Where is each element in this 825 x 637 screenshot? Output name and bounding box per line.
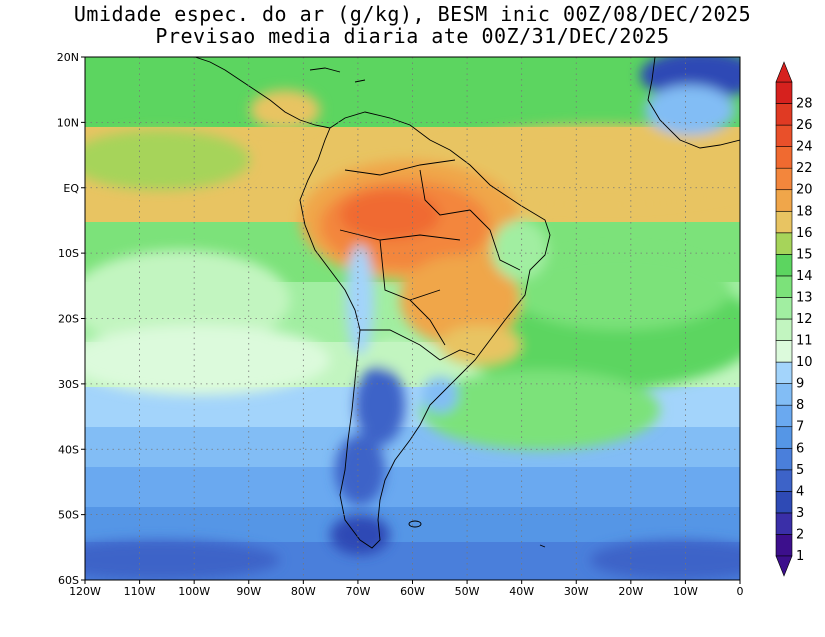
colorbar-swatch — [775, 210, 793, 234]
lat-tick-label: 50S — [58, 509, 79, 522]
colorbar-swatch — [775, 426, 793, 449]
colorbar-label: 10 — [796, 355, 813, 370]
colorbar-label: 15 — [796, 247, 813, 262]
colorbar-swatch — [775, 404, 793, 428]
colorbar-label: 18 — [796, 204, 813, 219]
colorbar-label: 4 — [796, 484, 804, 499]
colorbar-swatch — [775, 232, 793, 255]
colorbar-swatch — [775, 103, 793, 126]
colorbar-label: 12 — [796, 312, 813, 327]
colorbar-label: 22 — [796, 161, 813, 176]
map-title-line-1: Umidade espec. do ar (g/kg), BESM inic 0… — [73, 2, 752, 26]
lon-tick-label: 90W — [236, 585, 261, 598]
colorbar-label: 2 — [796, 527, 804, 542]
colorbar-label: 9 — [796, 377, 804, 392]
lat-tick-label: 60S — [58, 574, 79, 587]
colorbar-swatch — [775, 512, 793, 535]
lon-tick-label: 20W — [618, 585, 643, 598]
lon-tick-label: 80W — [291, 585, 316, 598]
lat-tick-label: 40S — [58, 443, 79, 456]
colorbar-swatch — [775, 469, 793, 492]
lon-tick-label: 70W — [345, 585, 370, 598]
colorbar-swatch — [775, 534, 793, 557]
colorbar-label: 6 — [796, 441, 804, 456]
colorbar-max-arrow — [775, 61, 793, 83]
colorbar-label: 5 — [796, 463, 804, 478]
lat-lon-grid — [85, 57, 740, 580]
lat-tick-label: 10N — [57, 116, 79, 129]
lon-tick-label: 100W — [178, 585, 210, 598]
lon-tick-label: 10W — [673, 585, 698, 598]
colorbar-label: 20 — [796, 183, 813, 198]
colorbar-label: 24 — [796, 140, 813, 155]
coastlines — [194, 57, 740, 549]
lat-tick-label: 20N — [57, 51, 79, 64]
colorbar-swatch — [775, 146, 793, 169]
lat-tick-label: 30S — [58, 378, 79, 391]
lon-tick-label: 40W — [509, 585, 534, 598]
colorbar-label: 3 — [796, 506, 804, 521]
colorbar-swatch — [775, 124, 793, 147]
axes: 120W 110W 100W 90W 80W 70W 60W 50W 40W 30W 20W 10W 0… — [57, 51, 744, 598]
colorbar-swatch — [775, 318, 793, 341]
colorbar-swatch — [775, 275, 793, 298]
colorbar-swatch — [775, 297, 793, 320]
lat-tick-label: 10S — [58, 247, 79, 260]
colorbar-swatch — [775, 361, 793, 384]
lon-tick-label: 110W — [124, 585, 156, 598]
lat-tick-label: EQ — [63, 182, 79, 195]
colorbar-label: 14 — [796, 269, 813, 284]
colorbar-swatch — [775, 81, 793, 104]
colorbar-label: 16 — [796, 226, 813, 241]
colorbar-label: 26 — [796, 118, 813, 133]
lat-tick-label: 20S — [58, 313, 79, 326]
colorbar-swatch — [775, 383, 793, 406]
colorbar-swatch — [775, 447, 793, 471]
colorbar-label: 28 — [796, 97, 813, 112]
colorbar-swatch — [775, 254, 793, 277]
colorbar-label: 13 — [796, 290, 813, 305]
lon-tick-label: 60W — [400, 585, 425, 598]
lon-tick-label: 30W — [564, 585, 589, 598]
colorbar-swatch — [775, 167, 793, 191]
colorbar-swatch — [775, 189, 793, 212]
colorbar-min-arrow — [775, 555, 793, 577]
lon-tick-label: 0 — [737, 585, 744, 598]
map-title-line-2: Previsao media diaria ate 00Z/31/DEC/202… — [155, 24, 670, 48]
lon-tick-label: 120W — [69, 585, 101, 598]
lon-tick-label: 50W — [455, 585, 480, 598]
colorbar-label: 8 — [796, 398, 804, 413]
colorbar-swatch — [775, 340, 793, 363]
colorbar-label: 7 — [796, 420, 804, 435]
colorbar-swatch — [775, 491, 793, 514]
colorbar-label: 1 — [796, 549, 804, 564]
colorbar-label: 11 — [796, 334, 813, 349]
